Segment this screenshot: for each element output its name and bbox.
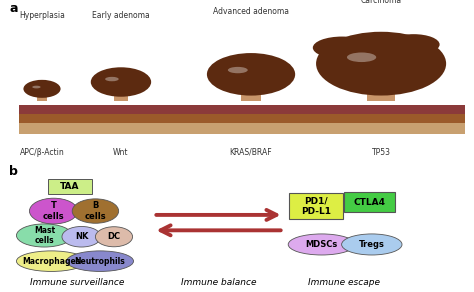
FancyBboxPatch shape	[19, 123, 465, 134]
Text: TP53: TP53	[372, 148, 391, 157]
FancyBboxPatch shape	[344, 192, 395, 212]
Text: Immune surveillance: Immune surveillance	[30, 278, 124, 287]
Text: Tregs: Tregs	[359, 240, 385, 249]
Text: DC: DC	[108, 232, 120, 241]
Text: Hyperplasia: Hyperplasia	[19, 11, 65, 20]
Text: T
cells: T cells	[43, 201, 64, 221]
Text: MDSCs: MDSCs	[306, 240, 338, 249]
Text: NK: NK	[75, 232, 88, 241]
Ellipse shape	[228, 67, 248, 73]
Text: B
cells: B cells	[84, 201, 106, 221]
Ellipse shape	[288, 234, 355, 255]
Text: b: b	[9, 165, 18, 178]
Text: Immune balance: Immune balance	[181, 278, 256, 287]
Ellipse shape	[17, 224, 72, 247]
Ellipse shape	[91, 67, 151, 97]
Ellipse shape	[388, 34, 439, 55]
Text: Mast
cells: Mast cells	[34, 226, 55, 245]
Ellipse shape	[32, 86, 41, 88]
Text: APC/β-Actin: APC/β-Actin	[19, 148, 64, 157]
Ellipse shape	[72, 199, 118, 223]
FancyBboxPatch shape	[19, 114, 465, 123]
Text: TAA: TAA	[60, 182, 80, 191]
FancyBboxPatch shape	[241, 92, 261, 101]
Ellipse shape	[17, 251, 86, 272]
Text: Advanced adenoma: Advanced adenoma	[213, 7, 289, 16]
Text: Immune escape: Immune escape	[308, 278, 380, 287]
Ellipse shape	[316, 32, 446, 95]
FancyBboxPatch shape	[19, 105, 465, 114]
Text: KRAS/BRAF: KRAS/BRAF	[230, 148, 273, 157]
Text: Wnt: Wnt	[113, 148, 129, 157]
Ellipse shape	[62, 227, 101, 247]
Text: CTLA4: CTLA4	[354, 198, 385, 206]
FancyBboxPatch shape	[114, 95, 128, 101]
Text: Carcinoma: Carcinoma	[361, 0, 401, 5]
Text: Neutrophils: Neutrophils	[75, 257, 126, 266]
Text: PD1/
PD-L1: PD1/ PD-L1	[301, 196, 331, 215]
FancyBboxPatch shape	[37, 96, 46, 101]
Text: Macrophages: Macrophages	[22, 257, 81, 266]
Ellipse shape	[347, 53, 376, 62]
Ellipse shape	[342, 234, 402, 255]
Ellipse shape	[313, 36, 371, 59]
Ellipse shape	[23, 80, 61, 98]
Text: Early adenoma: Early adenoma	[92, 11, 150, 20]
FancyBboxPatch shape	[48, 179, 92, 194]
Ellipse shape	[67, 251, 134, 272]
Ellipse shape	[207, 53, 295, 95]
Ellipse shape	[105, 77, 118, 81]
Ellipse shape	[29, 198, 78, 224]
Ellipse shape	[95, 227, 133, 247]
Text: a: a	[9, 2, 18, 15]
FancyBboxPatch shape	[289, 193, 343, 219]
FancyBboxPatch shape	[367, 91, 395, 101]
